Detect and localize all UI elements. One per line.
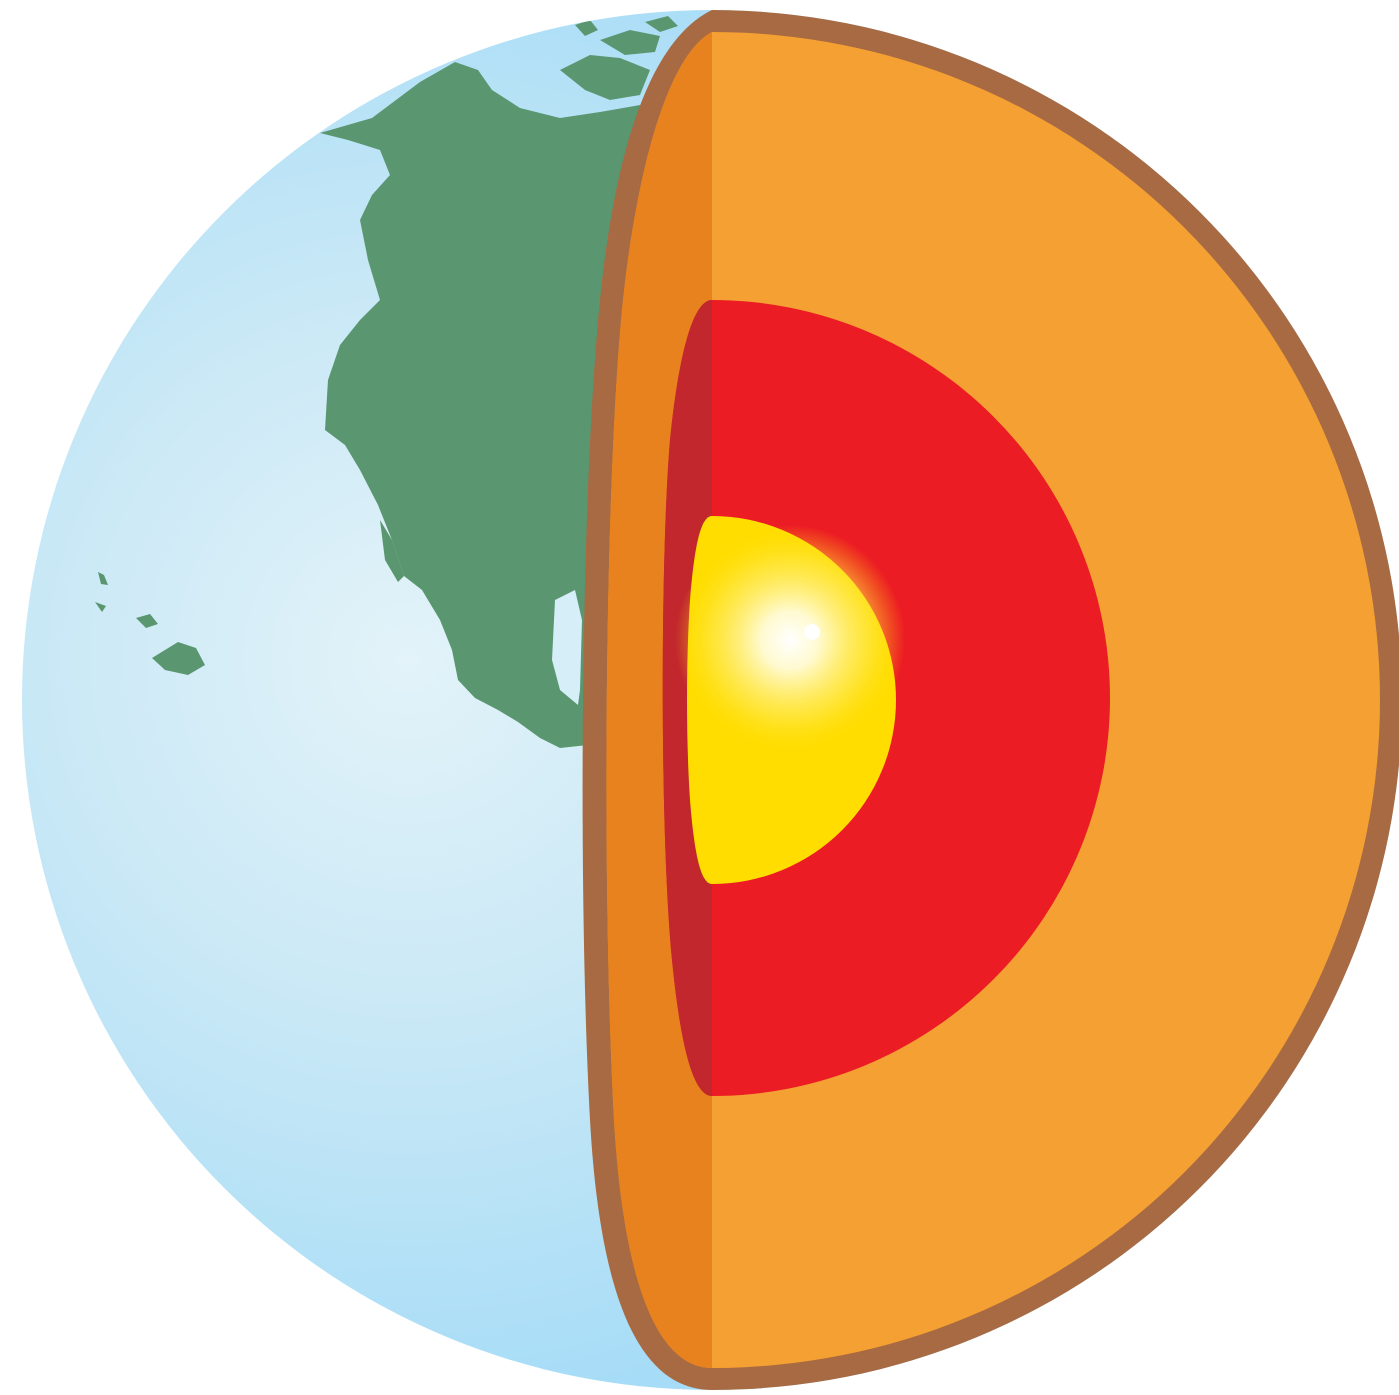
western-island-3 <box>98 572 108 585</box>
western-island-4 <box>95 602 106 612</box>
inner-core-glow <box>675 525 905 755</box>
northern-island-1 <box>560 55 650 100</box>
northern-island-4 <box>645 16 678 32</box>
western-island-2 <box>136 614 158 628</box>
northern-island-2 <box>600 30 660 55</box>
peninsula-south <box>380 520 404 582</box>
northern-island-3 <box>575 20 598 36</box>
continent-main <box>320 62 660 748</box>
land-masses <box>95 16 678 748</box>
inlet-bay <box>552 590 582 705</box>
inner-core-highlight <box>804 624 820 640</box>
western-island-1 <box>152 642 205 675</box>
